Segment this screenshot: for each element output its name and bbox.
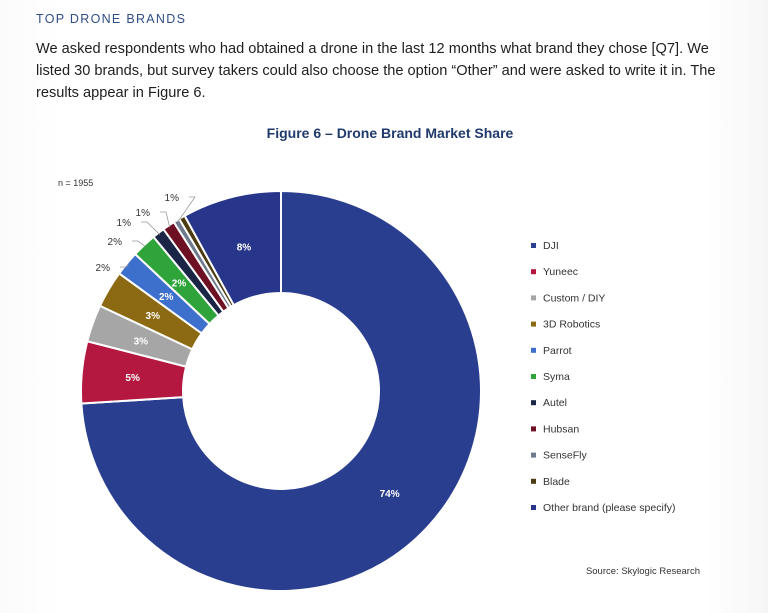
legend-label-custom-diy: Custom / DIY [543, 292, 605, 304]
legend-swatch-3d-robotics [531, 321, 536, 327]
slice-label-yuneec: 5% [125, 373, 140, 384]
legend-swatch-hubsan [531, 426, 536, 432]
legend-swatch-autel [531, 400, 536, 406]
legend-swatch-sensefly [531, 452, 536, 458]
slice-labels: 74% 5% 3% 3% 2% 2% 2% 2% 1% 1% 1% 8% [96, 193, 400, 500]
legend-swatch-other-brand-please-specify [531, 505, 536, 510]
legend: DJI Yuneec Custom / DIY 3D Robotics Parrot Sy… [531, 240, 675, 514]
outside-label-autel: 1% [117, 218, 132, 229]
donut-slices [80, 189, 482, 592]
legend-label-blade: Blade [543, 476, 570, 488]
slice-dji [80, 189, 482, 592]
sample-size-note: n = 1955 [58, 178, 93, 188]
legend-swatch-yuneec [531, 269, 536, 275]
slice-label-parrot: 2% [159, 292, 174, 303]
legend-label-3d-robotics: 3D Robotics [543, 319, 600, 331]
legend-label-syma: Syma [543, 371, 570, 383]
leader-lines [120, 196, 196, 268]
legend-label-sensefly: SenseFly [543, 450, 588, 462]
chart-title: Figure 6 – Drone Brand Market Share [267, 125, 514, 141]
legend-label-yuneec: Yuneec [543, 266, 578, 278]
section-heading: TOP DRONE BRANDS [36, 12, 187, 26]
slice-label-dji: 74% [380, 489, 400, 500]
outside-label-sensefly: 1% [165, 193, 180, 204]
legend-label-hubsan: Hubsan [543, 423, 579, 435]
outside-label-parrot: 2% [96, 263, 111, 274]
leader-line-hubsan [160, 211, 171, 228]
slice-label-custom-diy: 3% [134, 337, 149, 348]
legend-label-other-brand-please-specify: Other brand (please specify) [543, 502, 675, 514]
legend-label-parrot: Parrot [543, 345, 572, 357]
slice-label-syma: 2% [172, 278, 187, 289]
legend-label-autel: Autel [543, 397, 567, 409]
outside-label-hubsan: 1% [136, 208, 151, 219]
leader-line-autel [141, 221, 160, 235]
outside-label-syma: 2% [108, 237, 123, 248]
source-note: Source: Skylogic Research [586, 566, 700, 577]
legend-swatch-parrot [531, 347, 536, 353]
legend-swatch-custom-diy [531, 295, 536, 301]
legend-swatch-syma [531, 374, 536, 379]
leader-line-sensefly [177, 196, 196, 223]
slice-label-3d-robotics: 3% [146, 311, 161, 322]
slice-label-other-brand-please-specify: 8% [237, 243, 252, 254]
legend-label-dji: DJI [543, 240, 559, 252]
intro-paragraph: We asked respondents who had obtained a … [36, 41, 716, 101]
slice-other-brand-please-specify [183, 189, 282, 307]
legend-swatch-dji [531, 243, 536, 248]
legend-swatch-blade [531, 478, 536, 484]
leader-line-parrot [120, 264, 129, 268]
leader-line-syma [132, 240, 146, 247]
